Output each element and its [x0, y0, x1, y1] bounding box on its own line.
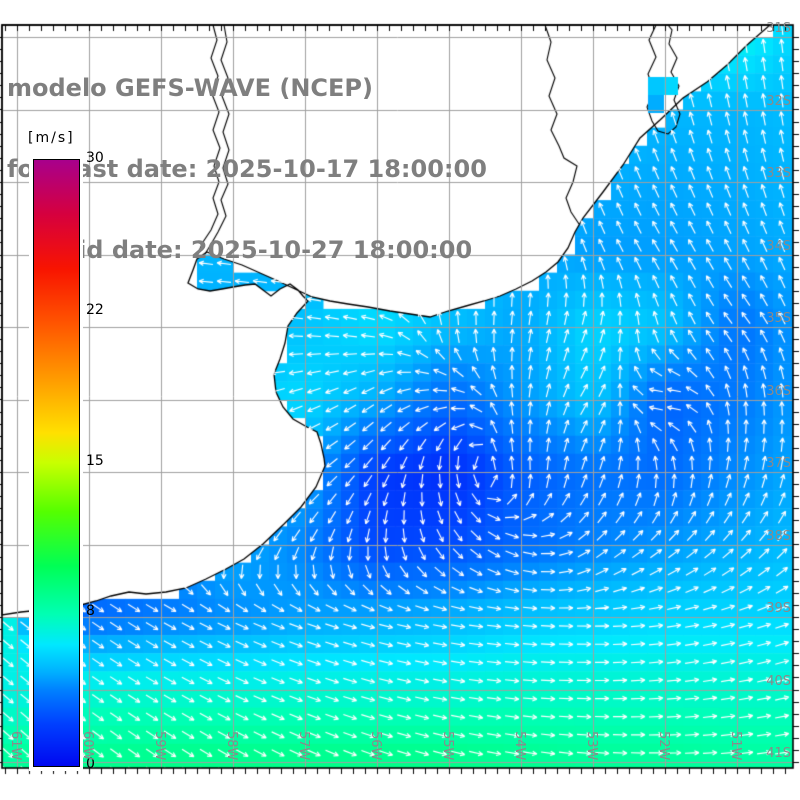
colorbar-tick-8: 8 [86, 602, 95, 619]
lat-label-40S: 40S [766, 673, 791, 689]
lat-label-33S: 33S [766, 166, 791, 181]
lon-label-53W: 53W [584, 731, 599, 761]
lon-label-55W: 55W [440, 731, 455, 761]
lat-label-39S: 39S [766, 601, 791, 616]
lon-label-51W: 51W [728, 731, 743, 761]
lon-label-61W: 61W [8, 731, 23, 761]
lat-label-34S: 34S [766, 238, 791, 254]
colorbar-unit-label: [m/s] [28, 130, 75, 146]
lon-label-60W: 60W [80, 731, 95, 761]
lat-label-37S: 37S [766, 456, 791, 471]
lon-label-59W: 59W [152, 731, 167, 761]
valid-date: valid date: 2025-10-27 18:00:00 [38, 236, 473, 264]
model-title: modelo GEFS-WAVE (NCEP) [7, 74, 373, 102]
lon-label-52W: 52W [656, 731, 671, 761]
lon-label-58W: 58W [224, 731, 239, 761]
lat-label-35S: 35S [766, 311, 791, 326]
lat-label-41S: 41S [766, 746, 791, 761]
colorbar-tick-0: 0 [86, 756, 95, 772]
lon-label-56W: 56W [368, 731, 383, 761]
lat-label-32S: 32S [766, 93, 791, 109]
colorbar-tick-30: 30 [86, 150, 104, 166]
colorbar-gradient [33, 159, 80, 767]
lat-label-36S: 36S [766, 383, 791, 399]
colorbar-tick-22: 22 [86, 301, 104, 318]
lat-label-31S: 31S [766, 21, 791, 36]
lon-label-54W: 54W [512, 731, 527, 761]
colorbar-tick-15: 15 [86, 453, 104, 469]
colorbar [29, 156, 83, 771]
lon-label-57W: 57W [296, 731, 311, 761]
lat-label-38S: 38S [766, 528, 791, 544]
